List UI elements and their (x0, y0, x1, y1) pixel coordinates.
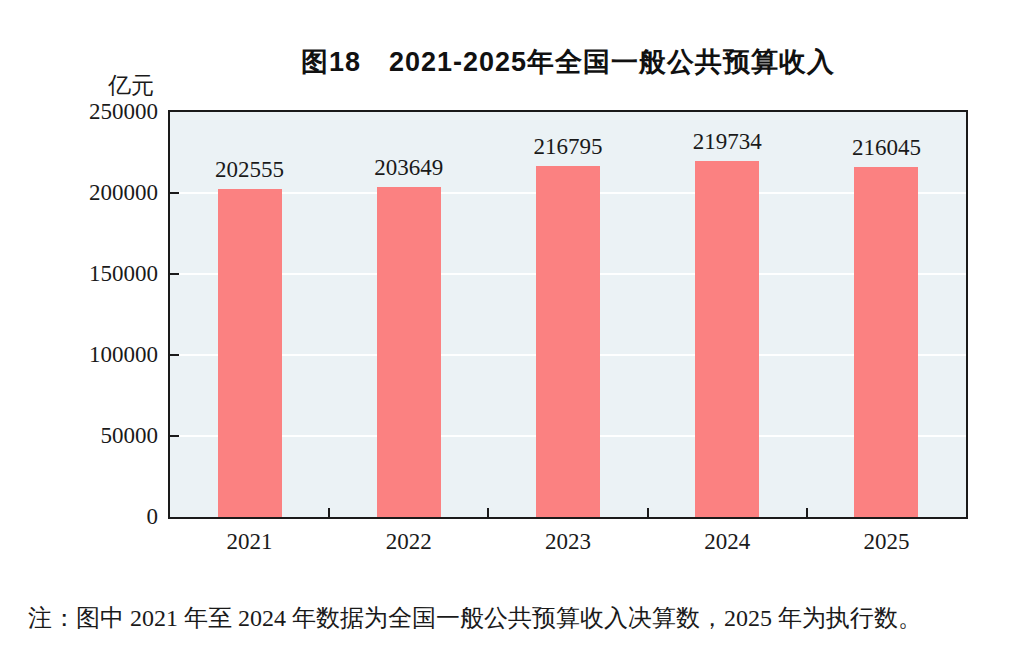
y-axis-tick-label: 50000 (48, 424, 158, 448)
x-axis-tick-label: 2023 (508, 529, 628, 555)
x-axis-tick-label: 2021 (190, 529, 310, 555)
bar-value-label: 216795 (498, 134, 638, 160)
y-axis-tick-label: 250000 (48, 100, 158, 124)
y-axis-tick-label: 200000 (48, 181, 158, 205)
x-axis-tick-label: 2024 (667, 529, 787, 555)
bar-value-label: 216045 (816, 135, 956, 161)
x-axis-tick-label: 2025 (826, 529, 946, 555)
plot-area: 202555 203649 216795 219734 216045 (168, 110, 968, 519)
bar-value-label: 202555 (180, 157, 320, 183)
plot-inner: 202555 203649 216795 219734 216045 (170, 112, 966, 517)
y-axis-tick-label: 100000 (48, 343, 158, 367)
x-axis-tick-label: 2022 (349, 529, 469, 555)
y-tick-mark (170, 354, 179, 356)
bar-value-label: 219734 (657, 129, 797, 155)
bar (695, 161, 759, 517)
y-tick-mark (170, 435, 179, 437)
bar (536, 166, 600, 517)
footnote: 注：图中 2021 年至 2024 年数据为全国一般公共预算收入决算数，2025… (28, 602, 1018, 634)
y-axis-tick-label: 150000 (48, 262, 158, 286)
x-tick-mark (487, 508, 489, 517)
y-tick-mark (170, 273, 179, 275)
chart-title: 图18 2021-2025年全国一般公共预算收入 (170, 44, 966, 80)
bar (377, 187, 441, 517)
x-tick-mark (647, 508, 649, 517)
y-axis-tick-label: 0 (48, 505, 158, 529)
y-axis-unit-label: 亿元 (58, 70, 154, 101)
x-tick-mark (806, 508, 808, 517)
bar (218, 189, 282, 517)
bar (854, 167, 918, 517)
y-tick-mark (170, 192, 179, 194)
x-tick-mark (328, 508, 330, 517)
bar-value-label: 203649 (339, 155, 479, 181)
figure-page: 图18 2021-2025年全国一般公共预算收入 亿元 202555 203649… (0, 0, 1024, 656)
